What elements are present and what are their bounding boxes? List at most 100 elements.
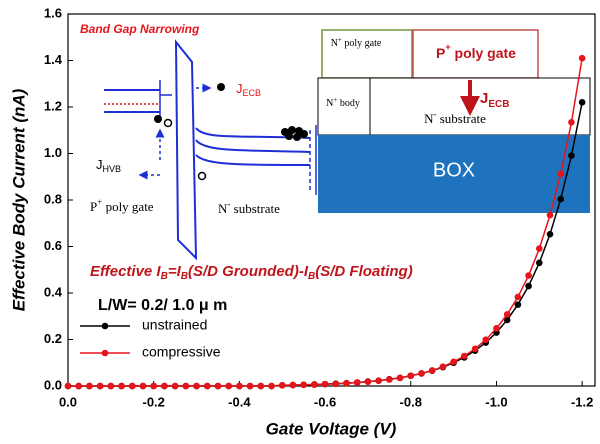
jecb-label: JECB — [480, 90, 509, 110]
band — [159, 80, 172, 120]
band-title: Band Gap Narrowing — [80, 22, 200, 36]
data-point — [546, 230, 554, 238]
data-point — [75, 382, 83, 390]
data-point — [471, 345, 479, 353]
data-point — [568, 119, 575, 126]
jhvb-label: JHVB — [96, 157, 121, 174]
data-point — [236, 382, 243, 390]
data-point — [439, 363, 447, 371]
t: P — [90, 199, 97, 214]
t: poly gate — [342, 38, 382, 49]
data-point — [118, 382, 125, 390]
data-point — [353, 379, 361, 386]
data-point — [86, 382, 93, 390]
n-gate-box — [321, 29, 413, 79]
y-tick-label: 0.0 — [44, 377, 62, 392]
data-point — [418, 370, 425, 377]
t: - — [227, 199, 230, 209]
p-gate-label: P+ poly gate — [436, 42, 516, 60]
data-point — [107, 382, 115, 390]
data-point — [203, 382, 211, 390]
data-point — [557, 195, 565, 203]
data-point — [503, 316, 511, 324]
data-point — [246, 382, 254, 390]
y-tick-label: 0.2 — [44, 331, 62, 346]
t: N — [326, 98, 333, 109]
t: + — [445, 42, 450, 52]
data-point — [332, 380, 340, 388]
x-tick-label: -1.2 — [571, 394, 593, 409]
data-point — [536, 245, 543, 252]
t: J — [480, 90, 488, 107]
x-tick-label: -0.2 — [142, 394, 164, 409]
data-point — [482, 336, 490, 344]
hole — [197, 171, 207, 181]
t: (S/D Grounded)-I — [188, 263, 309, 280]
t: (S/D Floating) — [315, 263, 413, 280]
legend-label: compressive — [142, 344, 221, 360]
data-point — [450, 358, 457, 366]
y-tick-label: 1.6 — [44, 5, 62, 20]
data-point — [321, 380, 329, 388]
data-point — [343, 379, 350, 387]
x-tick-label: -0.4 — [228, 394, 251, 409]
data-point — [386, 376, 393, 383]
x-tick-label: -0.6 — [314, 394, 336, 409]
t: + — [333, 96, 337, 104]
data-point — [364, 378, 372, 386]
data-point — [461, 352, 468, 360]
y-axis-title: Effective Body Current (nA) — [9, 88, 28, 311]
t: N — [424, 111, 434, 126]
data-point — [193, 382, 200, 390]
x-axis-title: Gate Voltage (V) — [266, 419, 397, 438]
data-point — [428, 367, 436, 374]
y-tick-label: 0.4 — [44, 284, 63, 299]
legend-label: unstrained — [142, 317, 207, 333]
t: =I — [168, 263, 182, 280]
gate-label: P+ poly gate — [90, 197, 154, 214]
substrate-label: N- substrate — [424, 109, 486, 126]
t: B — [181, 271, 188, 282]
substrate-box — [317, 77, 591, 136]
t: + — [338, 36, 342, 44]
t: poly gate — [451, 45, 517, 61]
y-tick-label: 1.0 — [44, 145, 62, 160]
oxide — [174, 39, 198, 261]
data-point — [514, 293, 522, 301]
data-point — [396, 374, 404, 382]
t: substrate — [436, 111, 486, 126]
data-point — [407, 372, 415, 380]
legend-title: L/W= 0.2/ 1.0 μ m — [98, 297, 227, 314]
data-point — [525, 282, 532, 290]
t: B — [161, 271, 168, 282]
t: N — [218, 201, 228, 216]
t: poly gate — [102, 199, 153, 214]
data-point — [493, 325, 500, 332]
data-point — [289, 381, 297, 389]
formula: Effective IB=IB(S/D Grounded)-IB(S/D Flo… — [90, 263, 413, 282]
data-point — [578, 54, 586, 62]
data-point — [503, 311, 511, 318]
data-point — [300, 381, 307, 389]
data-point — [311, 381, 318, 388]
x-tick-label: -1.0 — [485, 394, 507, 409]
data-point — [536, 259, 543, 267]
data-point — [268, 382, 275, 390]
body-label: N+ body — [326, 96, 360, 110]
t: + — [97, 197, 102, 207]
t: N — [331, 38, 338, 49]
y-tick-label: 1.4 — [44, 52, 63, 67]
data-point — [161, 382, 168, 390]
band-diagram: Band Gap Narrowing JECB JHVB P+ poly gat… — [80, 22, 317, 261]
data-point — [514, 301, 522, 308]
t: HVB — [103, 164, 122, 174]
y-tick-label: 0.8 — [44, 191, 62, 206]
data-point — [257, 382, 265, 390]
t: body — [337, 98, 360, 109]
data-point — [64, 382, 72, 390]
data-point — [568, 152, 575, 159]
data-point — [578, 99, 586, 106]
x-tick-label: 0.0 — [59, 394, 77, 409]
y-tick-label: 0.6 — [44, 238, 62, 253]
x-tick-label: -0.8 — [400, 394, 422, 409]
